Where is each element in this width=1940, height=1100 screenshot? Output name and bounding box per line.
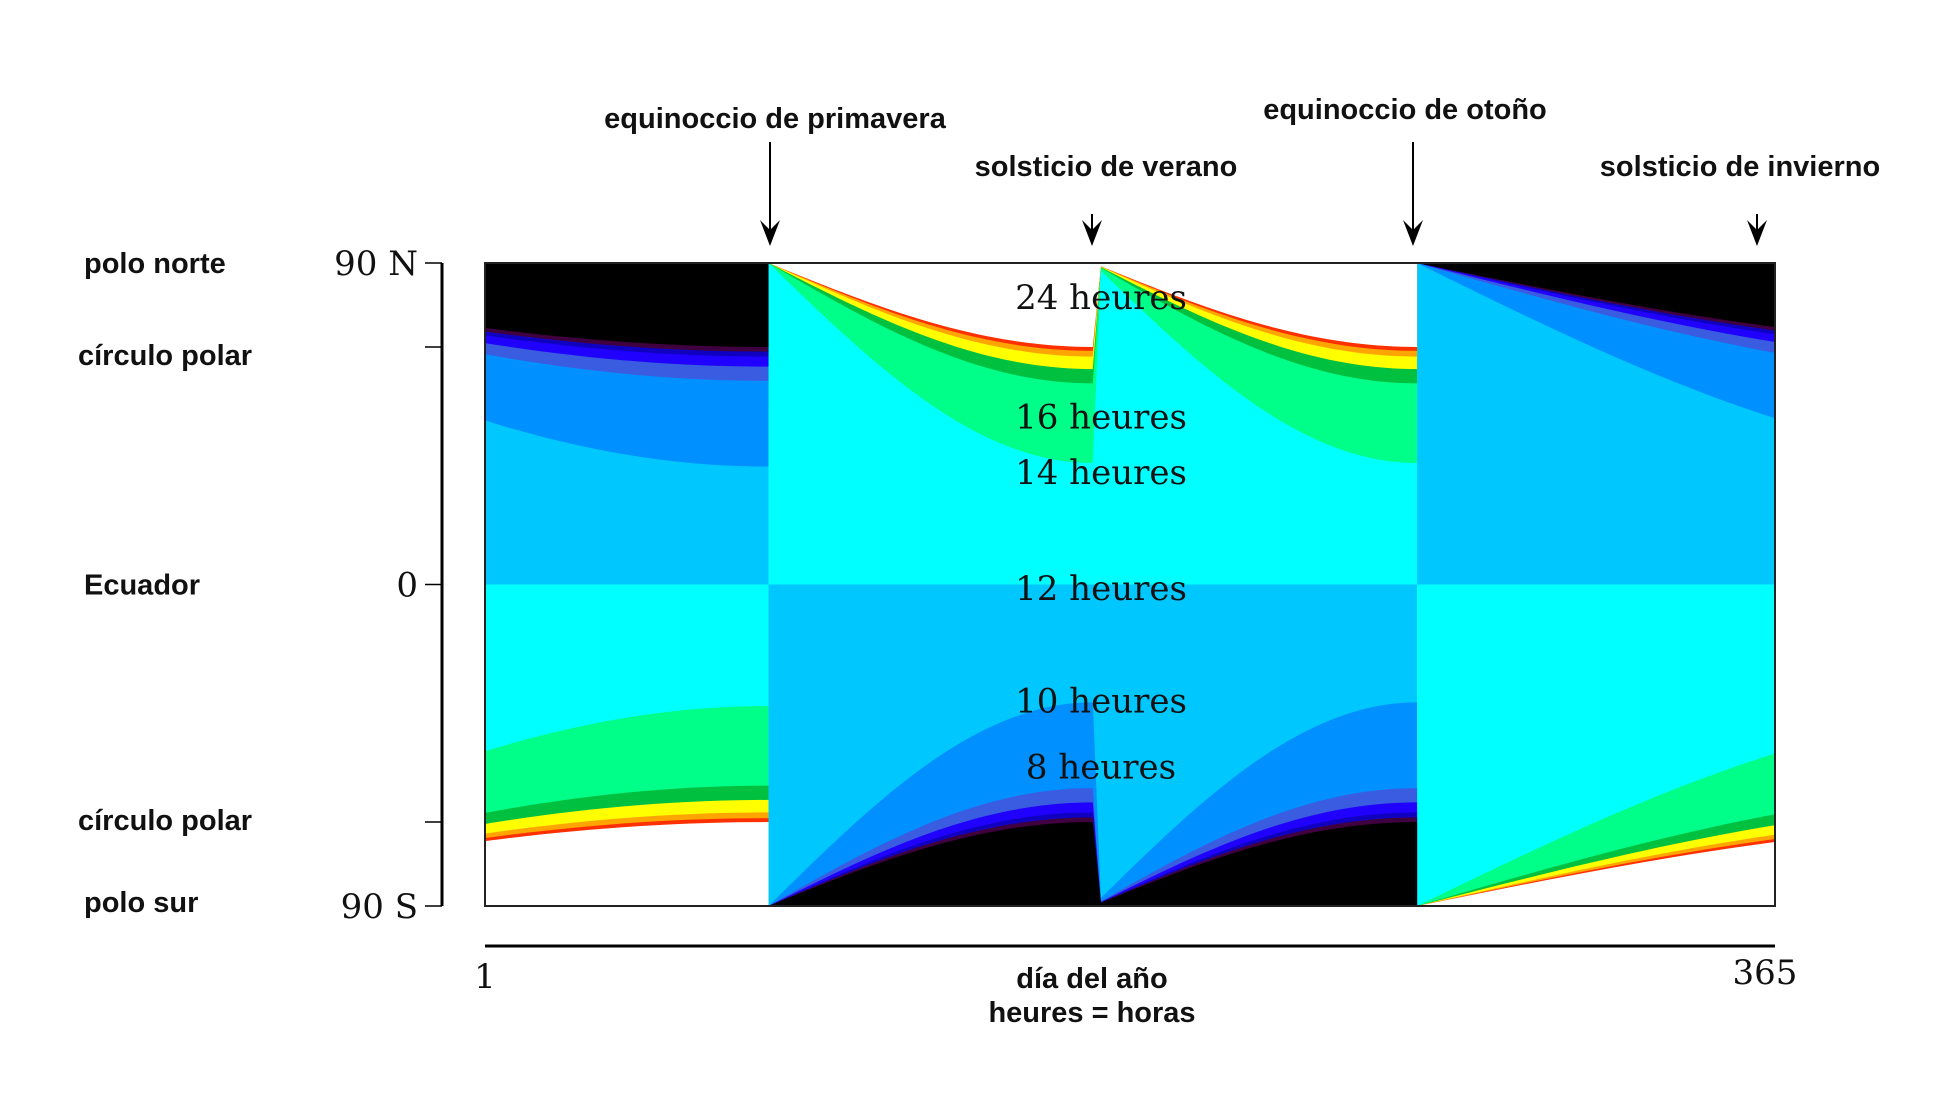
y-name-label: círculo polar [78, 340, 252, 372]
band-right [1417, 842, 1775, 906]
x-axis-title: día del año [1016, 963, 1167, 995]
event-arrow-head [1082, 220, 1102, 246]
plot-area [485, 263, 1775, 906]
event-label-autumn-equinox: equinoccio de otoño [1263, 94, 1547, 126]
y-name-label: círculo polar [78, 805, 252, 837]
band-left [485, 822, 769, 906]
band-mid [768, 263, 1418, 347]
y-name-label: Ecuador [84, 570, 200, 602]
x-axis-end-label: 365 [1733, 953, 1798, 993]
x-axis-start-label: 1 [474, 957, 496, 997]
y-name-label: polo norte [84, 248, 226, 280]
event-arrow-head [1403, 220, 1423, 246]
band-label: 14 heures [1015, 453, 1187, 493]
band-labels: 24 heures 16 heures 14 heures 12 heures 10 h… [1015, 278, 1187, 788]
plot-frame [484, 262, 1776, 907]
band-label: 8 heures [1026, 748, 1176, 788]
band-label: 16 heures [1015, 398, 1187, 438]
band-mid [768, 822, 1418, 906]
y-tick-label: 0 [396, 566, 418, 606]
band-label: 24 heures [1015, 278, 1187, 318]
event-label-winter-solstice: solsticio de invierno [1600, 151, 1880, 183]
event-label-spring-equinox: equinoccio de primavera [604, 103, 947, 135]
band-label: 12 heures [1015, 569, 1187, 609]
event-label-summer-solstice: solsticio de verano [975, 151, 1238, 183]
event-arrow-head [1747, 220, 1767, 246]
event-markers: equinoccio de primavera solsticio de vera… [604, 94, 1880, 246]
y-tick-label: 90 N [334, 244, 418, 284]
y-axis-ticks: 90 N polo norte círculo polar 0 Ecuador círcu… [78, 244, 442, 927]
y-name-label: polo sur [84, 887, 198, 919]
band-left [485, 263, 769, 347]
y-tick-label: 90 S [341, 887, 418, 927]
band-right [1417, 263, 1775, 327]
event-arrow-head [760, 220, 780, 246]
x-axis-note: heures = horas [988, 997, 1195, 1029]
band-label: 10 heures [1015, 682, 1187, 722]
